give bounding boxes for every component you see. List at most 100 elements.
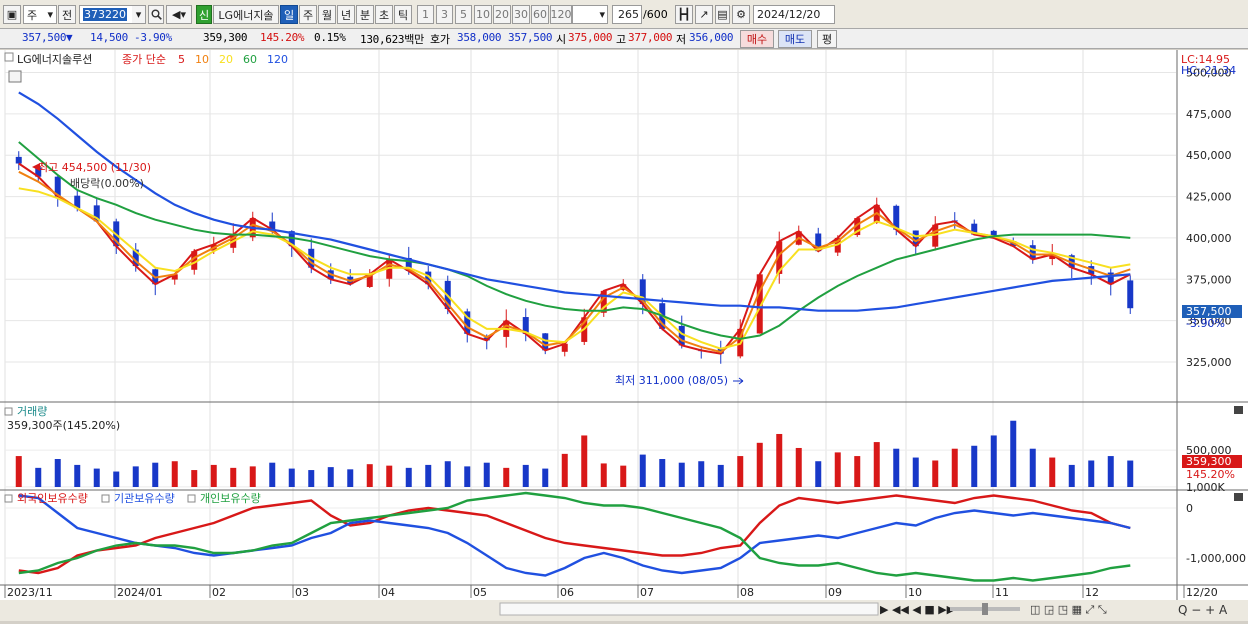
x-axis-label: 03 bbox=[295, 586, 309, 599]
period-tab-1[interactable]: 주 bbox=[299, 5, 317, 24]
period-tab-6[interactable]: 틱 bbox=[394, 5, 412, 24]
save-icon[interactable]: ▤ bbox=[715, 5, 730, 24]
candle-body bbox=[542, 333, 549, 351]
price-axis-label: 400,000 bbox=[1186, 232, 1232, 245]
volume-bar bbox=[269, 462, 276, 487]
volume-bar bbox=[815, 461, 822, 487]
horizontal-scrollbar[interactable] bbox=[499, 602, 879, 616]
scroll-controls-icon[interactable]: ▶ ◀◀ ◀ ■ ▶▶ bbox=[880, 603, 956, 616]
volume-panel-title: 거래량 bbox=[17, 405, 47, 418]
candle-body bbox=[971, 223, 978, 235]
candle-body bbox=[93, 205, 100, 222]
holdings-axis-label: -1,000,000 bbox=[1186, 552, 1246, 565]
chevron-down-icon: ▾ bbox=[47, 8, 53, 21]
candle-type-icon[interactable]: ┣┫ bbox=[675, 5, 693, 24]
ma-legend-60: 60 bbox=[243, 53, 257, 66]
buy-button[interactable]: 매수 bbox=[740, 30, 774, 48]
holdings-close-icon[interactable] bbox=[1234, 493, 1243, 501]
chart-tools-icon[interactable]: ◫ ◲ ◳ ▦ ⤢ ⤡ bbox=[1030, 603, 1107, 616]
holdings-legend-box[interactable] bbox=[101, 494, 110, 503]
ma-legend-prefix: 종가 단순 bbox=[122, 53, 166, 66]
volume-bar bbox=[327, 467, 334, 487]
volume-bar bbox=[288, 468, 295, 487]
zoom-slider-handle[interactable] bbox=[982, 603, 988, 615]
change-arrow-icon: ▼ bbox=[66, 31, 73, 44]
volume-percent: 145.20% bbox=[260, 31, 305, 44]
code-dropdown-icon[interactable]: ▾ bbox=[132, 5, 146, 24]
interval-tab-120[interactable]: 120 bbox=[550, 5, 572, 24]
volume-bar bbox=[464, 466, 471, 487]
holdings-line-1 bbox=[18, 494, 1131, 577]
period-tab-0[interactable]: 일 bbox=[280, 5, 298, 24]
volume-bar bbox=[54, 459, 61, 487]
volume-bar bbox=[132, 466, 139, 487]
interval-tab-3[interactable]: 3 bbox=[436, 5, 453, 24]
sell-button[interactable]: 매도 bbox=[778, 30, 812, 48]
volume-bar bbox=[152, 462, 159, 487]
candle-body bbox=[1127, 280, 1134, 309]
ma-legend-5: 5 bbox=[178, 53, 185, 66]
stock-name-label: LG에너지솔루션 bbox=[17, 53, 92, 66]
stock-code-value: 373220 bbox=[83, 8, 127, 21]
volume-bar bbox=[74, 464, 81, 487]
ma-line-5 bbox=[18, 162, 1131, 355]
x-axis-label: 04 bbox=[381, 586, 395, 599]
volume-bar bbox=[503, 467, 510, 487]
sound-icon[interactable]: ◀▾ bbox=[166, 5, 192, 24]
open-price: 375,000 bbox=[568, 31, 613, 44]
interval-tab-20[interactable]: 20 bbox=[493, 5, 511, 24]
volume-bar bbox=[1068, 464, 1075, 487]
low-annotation: 최저 311,000 (08/05) bbox=[615, 374, 728, 387]
draw-line-icon[interactable]: ↗ bbox=[695, 5, 713, 24]
volume-bar bbox=[308, 470, 315, 487]
volume-bar bbox=[581, 435, 588, 487]
chart-area[interactable]: 2023/11 2024/01 02 03 04 05 06 07 08 09 10 11 12 12/2… bbox=[0, 50, 1248, 621]
volume-bar bbox=[1107, 456, 1114, 487]
ma-legend-120: 120 bbox=[267, 53, 288, 66]
window-icon[interactable]: ▣ bbox=[3, 5, 21, 24]
stock-code-input[interactable]: 373220 bbox=[79, 5, 146, 24]
period-tab-4[interactable]: 분 bbox=[356, 5, 374, 24]
prev-button[interactable]: 전 bbox=[58, 5, 76, 24]
volume-bar bbox=[600, 463, 607, 487]
volume-bar bbox=[483, 462, 490, 487]
date-input[interactable]: 2024/12/20 bbox=[753, 5, 835, 24]
period-tab-3[interactable]: 년 bbox=[337, 5, 355, 24]
period-tab-2[interactable]: 월 bbox=[318, 5, 336, 24]
x-axis-label: 2023/11 bbox=[7, 586, 53, 599]
holdings-axis-label: 0 bbox=[1186, 502, 1193, 515]
candle-body bbox=[74, 195, 81, 209]
range-input[interactable]: 265 bbox=[612, 5, 642, 24]
candle-body bbox=[132, 249, 139, 267]
change-amount: 14,500 bbox=[90, 31, 128, 44]
candle-body bbox=[815, 233, 822, 252]
candle-body bbox=[1049, 254, 1056, 260]
volume-value: 359,300 bbox=[203, 31, 248, 44]
search-icon[interactable] bbox=[148, 5, 164, 24]
zoom-tools-icon[interactable]: Q − + A bbox=[1178, 603, 1228, 617]
x-axis-label: 10 bbox=[908, 586, 922, 599]
interval-tab-60[interactable]: 60 bbox=[531, 5, 549, 24]
interval-tab-10[interactable]: 10 bbox=[474, 5, 492, 24]
holdings-legend-box[interactable] bbox=[4, 494, 13, 503]
interval-tab-5[interactable]: 5 bbox=[455, 5, 472, 24]
flat-button[interactable]: 평 bbox=[817, 30, 837, 48]
volume-menu-icon[interactable] bbox=[4, 407, 13, 416]
interval-tab-30[interactable]: 30 bbox=[512, 5, 530, 24]
interval-tab-1[interactable]: 1 bbox=[417, 5, 434, 24]
stock-chart[interactable]: 2023/11 2024/01 02 03 04 05 06 07 08 09 10 11 12 12/2… bbox=[0, 50, 1248, 621]
volume-close-icon[interactable] bbox=[1234, 406, 1243, 414]
table-view-icon[interactable] bbox=[8, 70, 22, 83]
period-tab-5[interactable]: 초 bbox=[375, 5, 393, 24]
volume-bar bbox=[698, 461, 705, 487]
holdings-legend-box[interactable] bbox=[187, 494, 196, 503]
candle-body bbox=[561, 343, 568, 352]
low-label: 저 bbox=[676, 33, 686, 46]
candle-body bbox=[483, 337, 490, 341]
candle-body bbox=[366, 274, 373, 287]
panel-menu-icon[interactable] bbox=[4, 52, 14, 62]
ma-line-120 bbox=[18, 91, 1131, 312]
interval-dropdown[interactable]: ▾ bbox=[572, 5, 608, 24]
period-type-select[interactable]: 주 ▾ bbox=[23, 5, 57, 24]
settings-gear-icon[interactable]: ⚙ bbox=[732, 5, 750, 24]
